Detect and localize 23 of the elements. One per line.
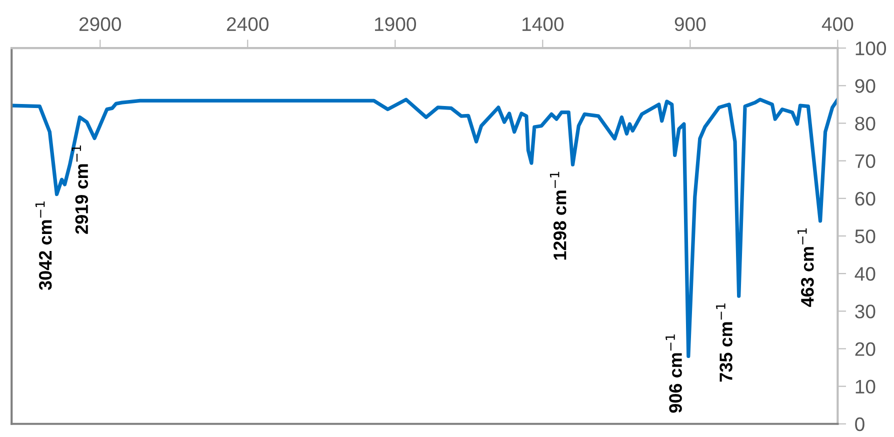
y-tick-label: 0 xyxy=(855,417,864,432)
y-tick-label: 80 xyxy=(855,116,876,130)
annotation: 2919 cm$^{−1}$ xyxy=(72,146,88,234)
y-tick-label: 20 xyxy=(855,342,876,356)
y-tick-label: 10 xyxy=(856,380,876,394)
annotation: 735 cm$^{−1}$ xyxy=(716,304,732,382)
x-tick-label: 1900 xyxy=(375,17,416,32)
y-tick-label: 90 xyxy=(855,79,876,93)
y-tick-label: 30 xyxy=(855,304,876,318)
y-tick-label: 60 xyxy=(855,192,876,206)
x-tick-label: 2400 xyxy=(226,17,269,32)
annotation: 1298 cm$^{−1}$ xyxy=(550,172,566,260)
y-tick-label: 40 xyxy=(854,267,876,281)
x-tick-label: 1400 xyxy=(522,17,564,32)
y-tick-label: 70 xyxy=(855,154,876,168)
x-tick-label: 2900 xyxy=(79,17,121,32)
annotation: 463 cm$^{−1}$ xyxy=(797,228,814,307)
annotation: 906 cm$^{−1}$ xyxy=(666,334,682,413)
y-tick-label: 100 xyxy=(856,42,886,56)
x-tick-label: 900 xyxy=(674,17,706,32)
annotation: 3042 cm$^{−1}$ xyxy=(35,202,52,290)
x-tick-label: 400 xyxy=(822,17,854,32)
y-tick-label: 50 xyxy=(855,229,876,244)
